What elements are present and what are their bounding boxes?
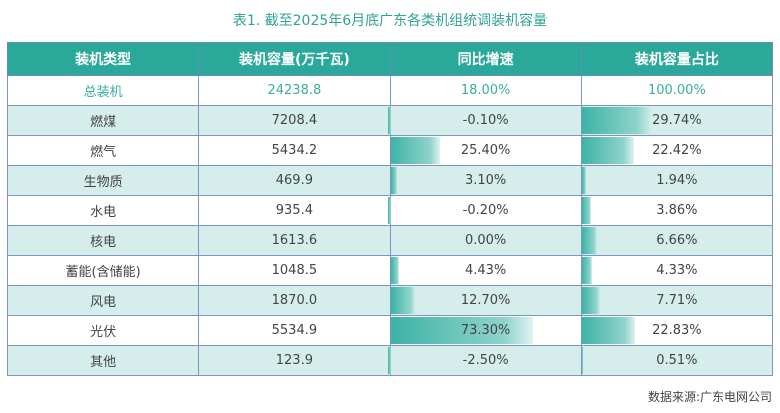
type-cell: 光伏 xyxy=(6,315,200,346)
data-bar xyxy=(581,227,598,254)
data-bar xyxy=(390,317,533,344)
cell-text: 6.66% xyxy=(656,233,698,248)
type-cell: 生物质 xyxy=(6,165,200,196)
cell-text: 12.70% xyxy=(460,293,511,308)
cell-text: 3.10% xyxy=(464,173,507,188)
data-bar xyxy=(581,317,635,344)
capacity-cell: 935.4 xyxy=(198,195,391,226)
header-growth: 同比增速 xyxy=(389,42,582,76)
table-row: 风电 1870.0 12.70% 7.71% xyxy=(6,285,774,316)
data-bar xyxy=(581,107,652,134)
growth-cell: -0.10% xyxy=(387,105,582,136)
table-title: 表1. 截至2025年6月底广东各类机组统调装机容量 xyxy=(232,13,548,29)
cell-text: 22.83% xyxy=(652,323,702,338)
capacity-cell: 24238.8 xyxy=(198,75,391,106)
type-cell: 其他 xyxy=(6,345,200,376)
cell-text: -2.50% xyxy=(462,353,509,368)
type-cell: 水电 xyxy=(6,195,200,226)
growth-cell: 18.00% xyxy=(389,75,582,106)
capacity-cell: 1048.5 xyxy=(198,255,391,286)
share-cell: 100.00% xyxy=(580,75,774,106)
growth-cell: -2.50% xyxy=(387,345,582,376)
share-cell: 7.71% xyxy=(580,285,774,316)
growth-cell: 4.43% xyxy=(389,255,582,286)
capacity-cell: 5434.2 xyxy=(198,135,391,166)
type-cell: 燃气 xyxy=(6,135,200,166)
type-cell: 蓄能(含储能) xyxy=(6,255,200,286)
table-row: 生物质 469.9 3.10% 1.94% xyxy=(6,165,774,196)
capacity-table: 装机类型 装机容量(万千瓦) 同比增速 装机容量占比 总装机 24238.8 1… xyxy=(6,42,774,376)
growth-cell: -0.20% xyxy=(387,195,582,226)
cell-text: 73.30% xyxy=(460,323,511,338)
growth-cell: 0.00% xyxy=(389,225,582,256)
cell-text: -0.10% xyxy=(462,113,509,128)
growth-cell: 73.30% xyxy=(389,315,582,346)
growth-cell: 12.70% xyxy=(389,285,582,316)
table-row: 水电 935.4 -0.20% 3.86% xyxy=(6,195,774,226)
data-bar xyxy=(387,107,391,134)
share-cell: 0.51% xyxy=(580,345,774,376)
data-bar xyxy=(390,167,397,194)
data-bar xyxy=(390,137,440,164)
data-bar xyxy=(581,257,592,284)
table-row: 其他 123.9 -2.50% 0.51% xyxy=(6,345,774,376)
share-cell: 29.74% xyxy=(580,105,774,136)
data-bar xyxy=(387,197,391,224)
cell-text: 3.86% xyxy=(656,203,698,218)
table-row: 核电 1613.6 0.00% 6.66% xyxy=(6,225,774,256)
cell-text: 22.42% xyxy=(652,143,702,158)
capacity-cell: 469.9 xyxy=(198,165,391,196)
cell-text: 4.43% xyxy=(464,263,507,278)
type-cell: 总装机 xyxy=(6,75,200,106)
share-cell: 4.33% xyxy=(580,255,774,286)
data-bar xyxy=(581,197,591,224)
cell-text: -0.20% xyxy=(462,203,509,218)
data-bar xyxy=(390,287,416,314)
cell-text: 0.00% xyxy=(464,233,507,248)
table-row: 燃气 5434.2 25.40% 22.42% xyxy=(6,135,774,166)
data-bar xyxy=(581,347,583,374)
header-capacity: 装机容量(万千瓦) xyxy=(198,42,391,76)
type-cell: 核电 xyxy=(6,225,200,256)
cell-text: 29.74% xyxy=(652,113,702,128)
header-share: 装机容量占比 xyxy=(580,42,774,76)
capacity-cell: 1613.6 xyxy=(198,225,391,256)
share-cell: 1.94% xyxy=(580,165,774,196)
share-cell: 3.86% xyxy=(580,195,774,226)
data-bar xyxy=(581,287,600,314)
total-row: 总装机 24238.8 18.00% 100.00% xyxy=(6,75,774,106)
cell-text: 1.94% xyxy=(656,173,698,188)
cell-text: 0.51% xyxy=(656,353,698,368)
data-bar xyxy=(390,257,400,284)
growth-cell: 25.40% xyxy=(389,135,582,166)
data-bar xyxy=(581,137,634,164)
cell-text: 25.40% xyxy=(460,143,511,158)
source-note: 数据来源:广东电网公司 xyxy=(647,390,772,404)
header-row: 装机类型 装机容量(万千瓦) 同比增速 装机容量占比 xyxy=(6,42,774,76)
capacity-cell: 7208.4 xyxy=(198,105,391,136)
growth-cell: 3.10% xyxy=(389,165,582,196)
share-cell: 6.66% xyxy=(580,225,774,256)
data-bar xyxy=(387,347,391,374)
type-cell: 风电 xyxy=(6,285,200,316)
share-cell: 22.42% xyxy=(580,135,774,166)
table-row: 蓄能(含储能) 1048.5 4.43% 4.33% xyxy=(6,255,774,286)
capacity-cell: 5534.9 xyxy=(198,315,391,346)
table-row: 光伏 5534.9 73.30% 22.83% xyxy=(6,315,774,346)
share-cell: 22.83% xyxy=(580,315,774,346)
capacity-cell: 123.9 xyxy=(198,345,391,376)
type-cell: 燃煤 xyxy=(6,105,200,136)
table-row: 燃煤 7208.4 -0.10% 29.74% xyxy=(6,105,774,136)
capacity-cell: 1870.0 xyxy=(198,285,391,316)
cell-text: 4.33% xyxy=(656,263,698,278)
data-bar xyxy=(581,167,587,194)
cell-text: 7.71% xyxy=(656,293,698,308)
header-type: 装机类型 xyxy=(6,42,200,76)
